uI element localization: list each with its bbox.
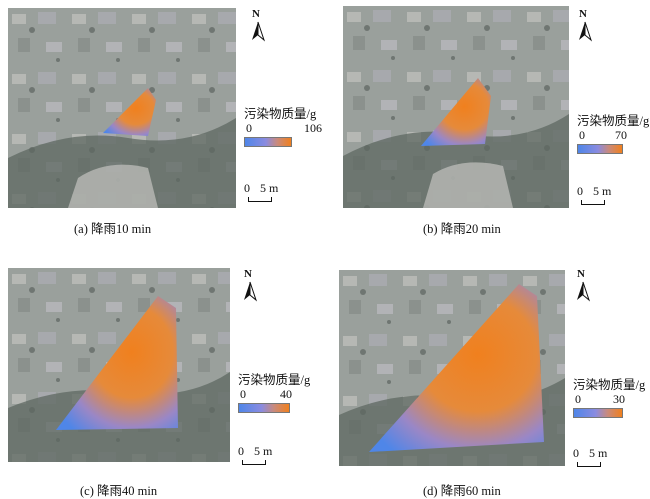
panel-c: N 污染物质量/g 0 40 0 5 m (c) 降雨40 min bbox=[0, 248, 325, 498]
caption: (a) 降雨10 min bbox=[74, 222, 152, 236]
panel-d: N 污染物质量/g 0 30 0 5 m (d) 降雨60 min bbox=[325, 248, 650, 498]
scale-line bbox=[581, 200, 605, 205]
legend-max: 70 bbox=[615, 128, 627, 142]
north-arrow: N bbox=[575, 8, 595, 44]
legend-title: 污染物质量/g bbox=[573, 378, 646, 392]
legend-title: 污染物质量/g bbox=[577, 114, 650, 128]
legend-min: 0 bbox=[246, 121, 252, 135]
scale-distance: 5 m bbox=[260, 181, 279, 195]
scale-zero: 0 bbox=[577, 184, 583, 198]
map-image bbox=[343, 6, 569, 208]
scale-distance: 5 m bbox=[593, 184, 612, 198]
scale-distance: 5 m bbox=[254, 444, 273, 458]
legend: 污染物质量/g 0 40 bbox=[238, 369, 324, 417]
scale-zero: 0 bbox=[238, 444, 244, 458]
legend-max: 40 bbox=[280, 387, 292, 401]
scale-line bbox=[248, 197, 272, 202]
legend-title: 污染物质量/g bbox=[244, 107, 317, 121]
scale-line bbox=[242, 460, 266, 465]
pollutant-plume bbox=[369, 284, 544, 452]
legend: 污染物质量/g 0 30 bbox=[573, 374, 649, 422]
north-label: N bbox=[252, 8, 260, 20]
caption: (b) 降雨20 min bbox=[423, 222, 501, 236]
north-arrow: N bbox=[248, 8, 268, 44]
north-label: N bbox=[577, 268, 585, 280]
legend: 污染物质量/g 0 70 bbox=[577, 110, 649, 158]
legend-max: 30 bbox=[613, 392, 625, 406]
panel-b: N 污染物质量/g 0 70 0 5 m (b) 降雨20 min bbox=[325, 0, 650, 248]
scale-zero: 0 bbox=[244, 181, 250, 195]
north-arrow: N bbox=[573, 268, 593, 304]
scale-zero: 0 bbox=[573, 446, 579, 460]
map-image bbox=[339, 270, 565, 466]
map-image bbox=[8, 268, 230, 462]
legend-max: 106 bbox=[304, 121, 322, 135]
map-image bbox=[8, 8, 236, 208]
legend-color-bar bbox=[244, 137, 292, 147]
caption: (c) 降雨40 min bbox=[80, 484, 158, 498]
pollutant-plume bbox=[56, 296, 178, 430]
north-label: N bbox=[579, 8, 587, 20]
panel-a: N 污染物质量/g 0 106 0 5 m (a) 降雨10 min bbox=[0, 0, 325, 248]
legend-color-bar bbox=[238, 403, 290, 413]
caption: (d) 降雨60 min bbox=[423, 484, 501, 498]
north-label: N bbox=[244, 268, 252, 280]
legend-color-bar bbox=[573, 408, 623, 418]
legend-title: 污染物质量/g bbox=[238, 373, 311, 387]
legend-min: 0 bbox=[579, 128, 585, 142]
legend: 污染物质量/g 0 106 bbox=[244, 103, 324, 151]
legend-color-bar bbox=[577, 144, 623, 154]
scale-line bbox=[577, 462, 601, 467]
pollutant-plume bbox=[103, 88, 156, 136]
legend-min: 0 bbox=[240, 387, 246, 401]
pollutant-plume bbox=[421, 78, 491, 146]
legend-min: 0 bbox=[575, 392, 581, 406]
scale-distance: 5 m bbox=[589, 446, 608, 460]
north-arrow: N bbox=[240, 268, 260, 304]
